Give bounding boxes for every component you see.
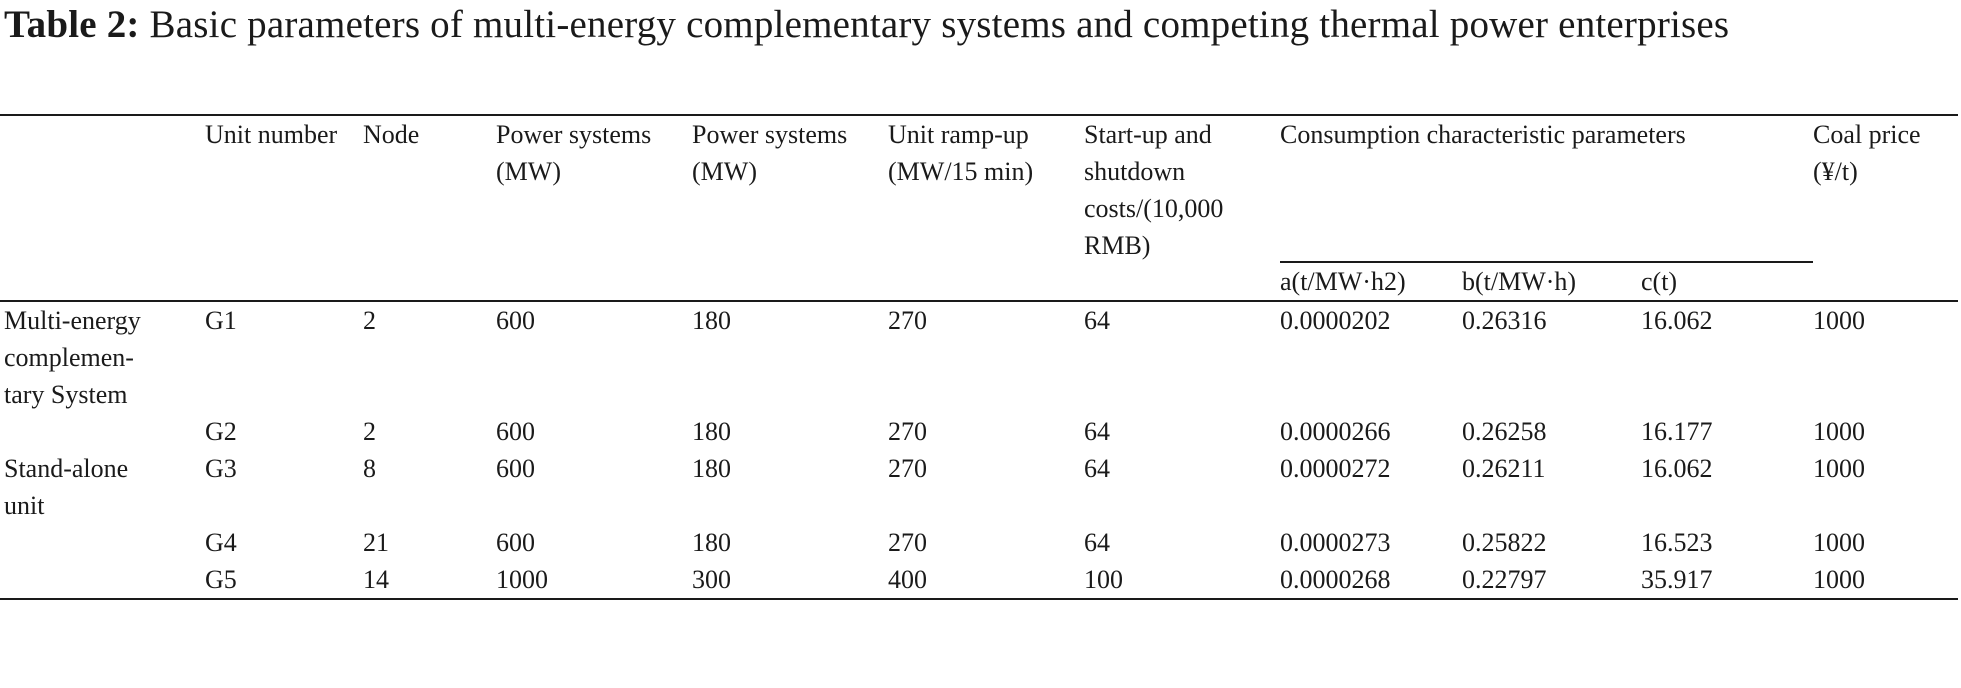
cell-unit: G5 (205, 561, 363, 600)
cell-startup: 64 (1084, 417, 1110, 446)
cell-a: 0.0000266 (1280, 417, 1391, 446)
cell-coal: 1000 (1813, 528, 1865, 557)
cell-unit: G4 (205, 528, 237, 557)
cell-a: 0.0000272 (1280, 454, 1391, 483)
cell-startup: 64 (1084, 300, 1280, 413)
cell-power-1: 600 (496, 528, 535, 557)
header-power-systems-2: Power systems (MW) (692, 114, 888, 301)
cell-coal: 1000 (1813, 417, 1865, 446)
group-empty (0, 561, 205, 600)
cell-power-2: 180 (692, 417, 731, 446)
header-param-c: c(t) (1641, 267, 1678, 296)
cell-node: 2 (363, 300, 496, 413)
header-coal-price: Coal price (¥/t) (1813, 114, 1958, 301)
cell-ramp: 270 (888, 417, 927, 446)
cell-a: 0.0000273 (1280, 528, 1391, 557)
cell-coal: 1000 (1813, 561, 1958, 600)
group-multi-energy: Multi-energy complemen- tary System (0, 300, 205, 413)
table-row: G4 21 600 180 270 64 0.0000273 0.25822 1… (0, 524, 1958, 561)
header-param-b: b(t/MW·h) (1462, 267, 1577, 296)
header-param-a: a(t/MW·h2) (1280, 267, 1406, 296)
cell-c: 16.062 (1641, 454, 1713, 483)
cell-node: 8 (363, 454, 376, 483)
table-caption: Table 2: Basic parameters of multi-energ… (4, 0, 1954, 50)
cell-ramp: 400 (888, 561, 1084, 600)
cell-c: 16.177 (1641, 417, 1713, 446)
table-row: Multi-energy complemen- tary System G1 2… (0, 300, 1958, 413)
cell-power-1: 600 (496, 454, 535, 483)
cell-power-1: 1000 (496, 561, 692, 600)
header-consumption-label: Consumption characteristic parameters (1280, 120, 1686, 149)
cell-startup: 100 (1084, 561, 1280, 600)
cell-coal: 1000 (1813, 454, 1865, 483)
header-ramp-up: Unit ramp-up (MW/15 min) (888, 114, 1084, 301)
table-row: Stand-alone unit G3 8 600 180 270 64 0.0… (0, 450, 1958, 524)
cell-b: 0.26258 (1462, 417, 1547, 446)
cell-node: 14 (363, 561, 496, 600)
cell-unit: G1 (205, 300, 363, 413)
caption-label: Table 2: (4, 3, 140, 46)
group-standalone: Stand-alone unit (4, 454, 129, 520)
header-empty-cell (0, 114, 205, 301)
cell-power-1: 600 (496, 417, 535, 446)
header-row: Unit number Node Power systems (MW) Powe… (0, 114, 1958, 301)
cell-a: 0.0000268 (1280, 561, 1462, 600)
table-row: G2 2 600 180 270 64 0.0000266 0.26258 16… (0, 413, 1958, 450)
cell-power-2: 180 (692, 300, 888, 413)
cell-a: 0.0000202 (1280, 300, 1462, 413)
cell-c: 16.062 (1641, 300, 1813, 413)
cell-b: 0.25822 (1462, 528, 1547, 557)
cell-startup: 64 (1084, 528, 1110, 557)
header-node: Node (363, 114, 496, 301)
header-unit-number: Unit number (205, 114, 363, 301)
table-row: G5 14 1000 300 400 100 0.0000268 0.22797… (0, 561, 1958, 600)
header-startup-costs: Start-up and shutdown costs/(10,000 RMB) (1084, 114, 1280, 301)
group-empty (0, 413, 205, 450)
cell-coal: 1000 (1813, 300, 1958, 413)
subheader-row: a(t/MW·h2) b(t/MW·h) c(t) (0, 262, 1958, 301)
cell-unit: G3 (205, 454, 237, 483)
cell-power-2: 300 (692, 561, 888, 600)
cell-b: 0.22797 (1462, 561, 1641, 600)
cell-c: 35.917 (1641, 561, 1813, 600)
cell-ramp: 270 (888, 528, 927, 557)
header-consumption-parameters: Consumption characteristic parameters (1280, 114, 1813, 263)
cell-node: 21 (363, 528, 389, 557)
cell-b: 0.26316 (1462, 300, 1641, 413)
cell-node: 2 (363, 417, 376, 446)
caption-text: Basic parameters of multi-energy complem… (139, 3, 1730, 46)
cell-ramp: 270 (888, 454, 927, 483)
cell-startup: 64 (1084, 454, 1110, 483)
cell-b: 0.26211 (1462, 454, 1546, 483)
group-empty (0, 524, 205, 561)
cell-c: 16.523 (1641, 528, 1713, 557)
cell-power-2: 180 (692, 454, 731, 483)
cell-ramp: 270 (888, 300, 1084, 413)
parameters-table: Unit number Node Power systems (MW) Powe… (0, 114, 1958, 600)
header-power-systems-1: Power systems (MW) (496, 114, 692, 301)
cell-power-2: 180 (692, 528, 731, 557)
cell-unit: G2 (205, 417, 237, 446)
cell-power-1: 600 (496, 300, 692, 413)
